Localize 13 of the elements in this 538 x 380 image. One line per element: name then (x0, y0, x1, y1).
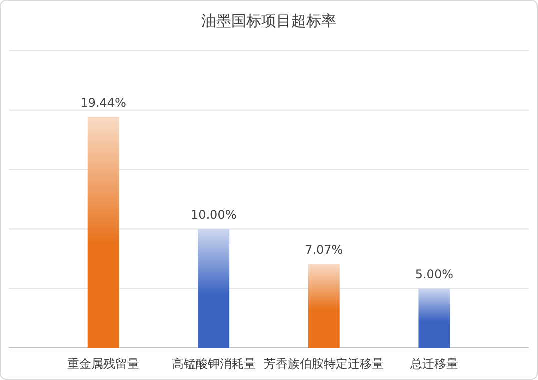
x-tick-label: 总迁移量 (409, 357, 458, 371)
bar (418, 288, 450, 348)
data-label: 7.07% (305, 243, 344, 258)
x-tick-label: 芳香族伯胺特定迁移量 (264, 357, 384, 371)
bar (308, 264, 340, 348)
bar (198, 229, 230, 348)
bar (88, 117, 120, 348)
chart-title: 油墨国标项目超标率 (202, 12, 336, 30)
data-label: 10.00% (190, 208, 237, 222)
data-label: 19.44% (80, 96, 126, 110)
x-tick-label: 高锰酸钾消耗量 (172, 357, 256, 371)
x-tick-label: 重金属残留量 (68, 357, 140, 371)
data-label: 5.00% (415, 268, 454, 282)
